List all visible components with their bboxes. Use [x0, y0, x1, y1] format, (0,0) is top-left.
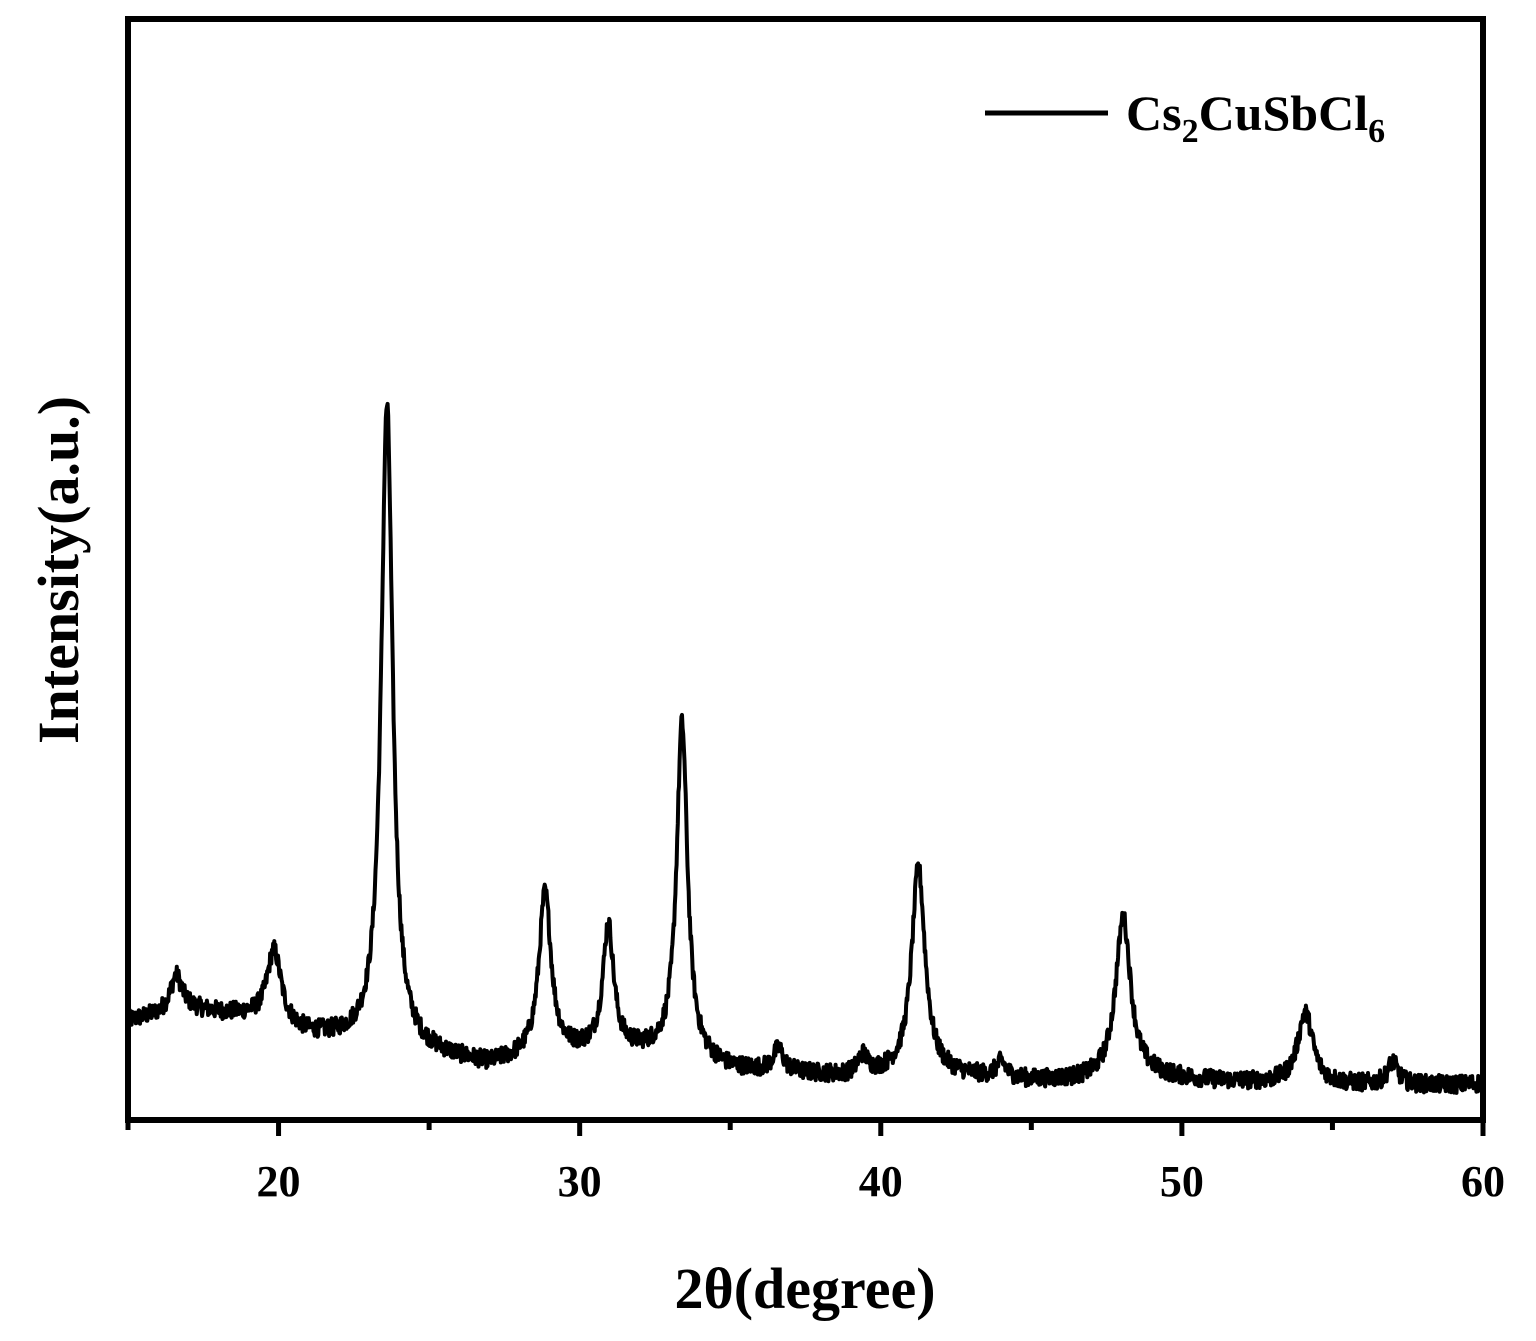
- legend-label-part-b: CuSbCl: [1199, 85, 1369, 141]
- x-tick-label: 60: [1461, 1157, 1505, 1206]
- series-group: [126, 401, 1485, 1095]
- y-axis-title: Intensity(a.u.): [26, 396, 91, 744]
- legend-label-sub-b: 6: [1368, 113, 1385, 150]
- legend-label-part-a: Cs: [1126, 85, 1182, 141]
- legend-label-sub-a: 2: [1182, 113, 1199, 150]
- x-tick-label: 20: [257, 1157, 301, 1206]
- x-tick-label: 40: [859, 1157, 903, 1206]
- legend: Cs2CuSbCl6: [985, 85, 1385, 150]
- x-ticks: 20 30 40 50 60: [125, 1120, 1505, 1206]
- x-tick-label: 50: [1160, 1157, 1204, 1206]
- x-tick-label: 30: [558, 1157, 602, 1206]
- x-axis-title: 2θ(degree): [674, 1256, 935, 1321]
- series-line-cs2cusbcl6: [126, 401, 1485, 1095]
- plot-frame: [125, 16, 1486, 1123]
- legend-label: Cs2CuSbCl6: [1126, 85, 1385, 150]
